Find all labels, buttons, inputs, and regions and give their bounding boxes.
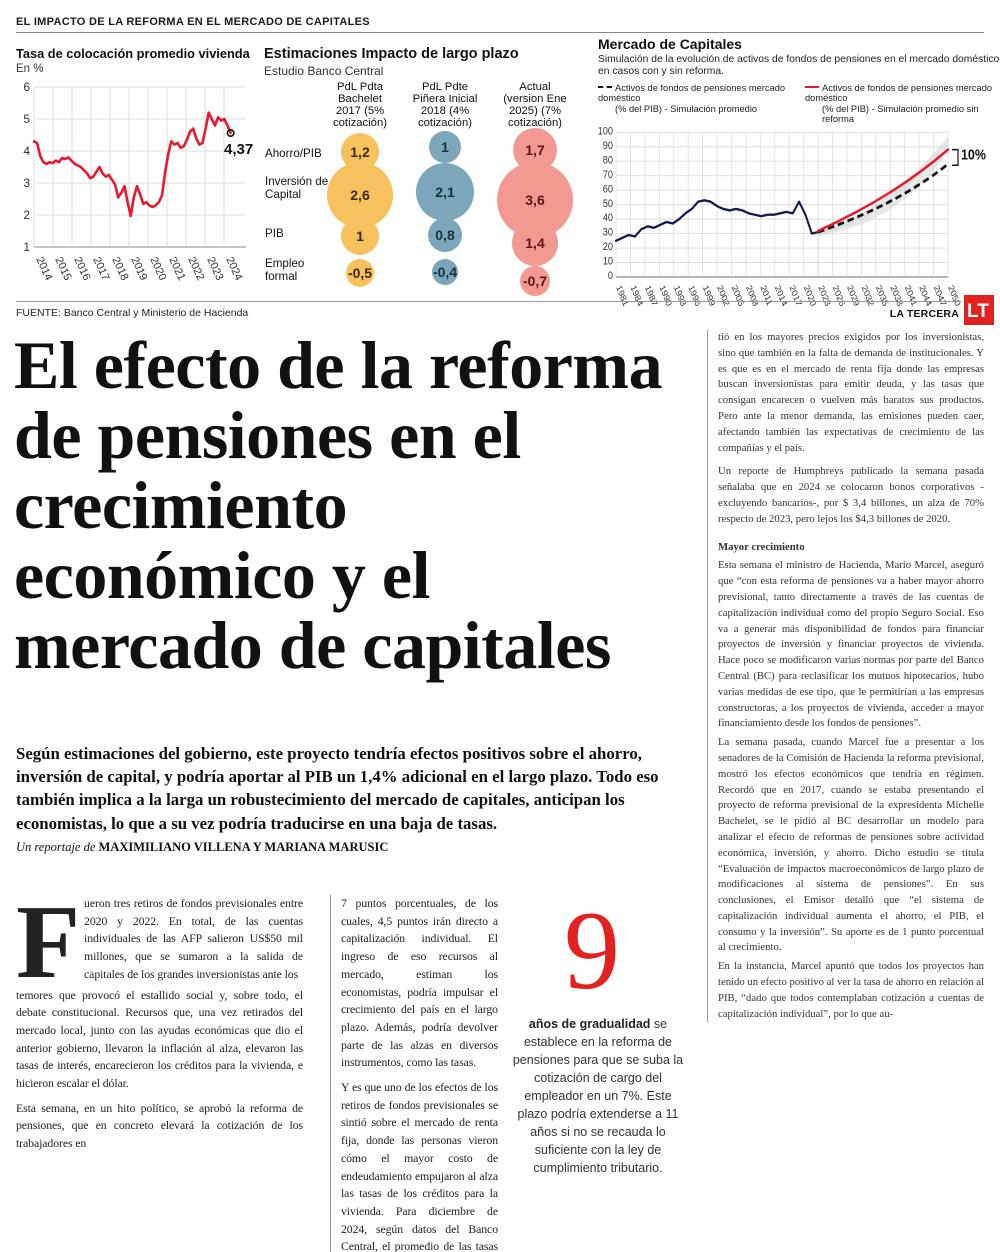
- svg-text:2021: 2021: [166, 255, 187, 282]
- svg-text:Actual: Actual: [519, 81, 550, 93]
- svg-text:1: 1: [441, 139, 449, 155]
- svg-text:PdL Pdte: PdL Pdte: [422, 81, 468, 93]
- svg-text:formal: formal: [265, 270, 297, 283]
- svg-text:30: 30: [603, 227, 614, 239]
- svg-text:2044: 2044: [917, 283, 933, 307]
- svg-text:LT: LT: [967, 301, 989, 322]
- svg-text:cotización): cotización): [508, 117, 562, 129]
- svg-text:10%: 10%: [961, 146, 986, 162]
- svg-text:2023: 2023: [816, 283, 832, 307]
- svg-text:-0,7: -0,7: [523, 273, 547, 289]
- svg-text:10: 10: [603, 256, 614, 268]
- svg-text:1990: 1990: [658, 283, 674, 307]
- svg-text:2: 2: [23, 208, 30, 222]
- svg-text:2020: 2020: [147, 255, 168, 282]
- svg-text:-0,5: -0,5: [348, 265, 372, 281]
- svg-text:3,6: 3,6: [525, 192, 545, 208]
- svg-text:3: 3: [23, 176, 30, 190]
- svg-text:0: 0: [608, 270, 613, 282]
- svg-text:1: 1: [23, 240, 30, 254]
- svg-text:-0,4: -0,4: [433, 264, 457, 280]
- svg-text:2002: 2002: [715, 283, 731, 307]
- svg-text:PdL Pdta: PdL Pdta: [337, 81, 384, 93]
- svg-text:2017 (5%: 2017 (5%: [336, 105, 384, 117]
- svg-text:Ahorro/PIB: Ahorro/PIB: [265, 147, 322, 160]
- svg-text:1: 1: [356, 228, 364, 244]
- svg-text:cotización): cotización): [333, 117, 387, 129]
- svg-text:2025) (7%: 2025) (7%: [509, 105, 561, 117]
- svg-text:70: 70: [603, 169, 614, 181]
- svg-text:80: 80: [603, 155, 614, 167]
- svg-text:Bachelet: Bachelet: [338, 93, 383, 105]
- svg-text:6: 6: [23, 80, 30, 94]
- svg-text:90: 90: [603, 140, 614, 152]
- svg-text:1,7: 1,7: [525, 142, 545, 158]
- svg-text:Empleo: Empleo: [265, 257, 304, 270]
- svg-text:2038: 2038: [889, 283, 905, 307]
- svg-text:60: 60: [603, 184, 614, 196]
- svg-text:2023: 2023: [204, 255, 225, 282]
- svg-text:40: 40: [603, 213, 614, 225]
- svg-text:2018 (4%: 2018 (4%: [421, 105, 469, 117]
- svg-text:20: 20: [603, 242, 614, 254]
- svg-text:(version Ene: (version Ene: [503, 93, 566, 105]
- svg-text:0,8: 0,8: [435, 227, 455, 243]
- svg-text:1,4: 1,4: [525, 235, 545, 251]
- svg-text:2026: 2026: [831, 283, 847, 307]
- svg-text:1981: 1981: [614, 283, 630, 307]
- svg-text:2024: 2024: [223, 255, 244, 282]
- svg-text:1987: 1987: [643, 283, 659, 307]
- svg-text:1984: 1984: [629, 283, 645, 307]
- svg-text:1996: 1996: [687, 283, 703, 307]
- svg-text:2018: 2018: [109, 255, 130, 282]
- svg-text:Capital: Capital: [265, 188, 301, 201]
- svg-text:2020: 2020: [802, 283, 818, 307]
- svg-text:5: 5: [23, 112, 30, 126]
- svg-text:50: 50: [603, 198, 614, 210]
- svg-text:2047: 2047: [932, 283, 948, 307]
- svg-text:1,2: 1,2: [350, 144, 370, 160]
- svg-text:2016: 2016: [71, 255, 92, 282]
- svg-text:2022: 2022: [185, 255, 206, 282]
- svg-text:1999: 1999: [701, 283, 717, 307]
- svg-text:4,37: 4,37: [224, 141, 253, 158]
- svg-text:2032: 2032: [860, 283, 876, 307]
- svg-text:2014: 2014: [773, 283, 789, 307]
- svg-text:4: 4: [23, 144, 30, 158]
- svg-text:2017: 2017: [90, 255, 111, 282]
- svg-text:Piñera Inicial: Piñera Inicial: [413, 93, 478, 105]
- svg-text:2,1: 2,1: [435, 184, 455, 200]
- svg-text:2014: 2014: [33, 255, 54, 282]
- svg-text:2011: 2011: [759, 283, 775, 307]
- svg-text:2,6: 2,6: [350, 187, 370, 203]
- svg-text:2041: 2041: [903, 283, 919, 307]
- svg-text:1993: 1993: [672, 283, 688, 307]
- svg-text:cotización): cotización): [418, 117, 472, 129]
- svg-text:2029: 2029: [845, 283, 861, 307]
- svg-text:2050: 2050: [946, 283, 962, 307]
- svg-text:2017: 2017: [788, 283, 804, 307]
- svg-text:PIB: PIB: [265, 227, 284, 240]
- svg-text:2015: 2015: [52, 255, 73, 282]
- svg-text:Inversión de: Inversión de: [265, 175, 328, 188]
- svg-text:100: 100: [598, 126, 614, 138]
- svg-text:2035: 2035: [874, 283, 890, 307]
- svg-text:2005: 2005: [730, 283, 746, 307]
- svg-text:2019: 2019: [128, 255, 149, 282]
- svg-text:2008: 2008: [744, 283, 760, 307]
